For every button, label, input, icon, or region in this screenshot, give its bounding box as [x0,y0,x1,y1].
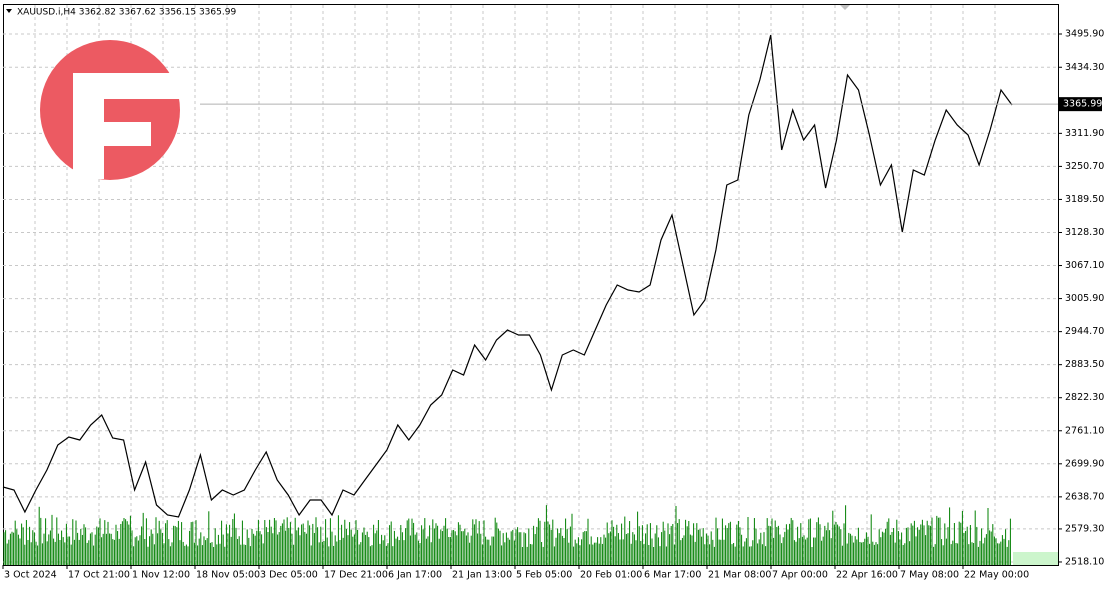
x-tick-label: 17 Dec 21:00 [324,570,388,581]
y-tick-label: 2944.70 [1065,326,1104,337]
y-tick-label: 2638.70 [1065,491,1104,502]
y-tick-label: 3250.70 [1065,161,1104,172]
y-tick-label: 3005.90 [1065,293,1104,304]
header: XAUUSD.i,H4 3362.82 3367.62 3356.15 3365… [17,8,236,18]
x-tick-label: 3 Dec 05:00 [260,570,318,581]
y-tick-label: 2761.10 [1065,425,1104,436]
y-tick-label: 3495.90 [1065,28,1104,39]
y-tick-label: 3067.10 [1065,260,1104,271]
x-tick-label: 18 Nov 05:00 [196,570,260,581]
last-price-box [1059,97,1102,112]
menu-arrow [6,9,12,13]
y-tick-label: 3311.90 [1065,128,1104,139]
x-tick-label: 22 May 00:00 [964,570,1029,581]
y-tick-label: 2699.90 [1065,458,1104,469]
x-tick-label: 7 Apr 00:00 [772,570,828,581]
price-line [2,34,1013,518]
x-tick-label: 5 Feb 05:00 [516,570,572,581]
logo [40,40,180,180]
x-tick-label: 1 Nov 12:00 [132,570,190,581]
x-tick-label: 7 May 08:00 [900,570,959,581]
y-tick-label: 2822.30 [1065,392,1104,403]
y-tick-label: 3434.30 [1065,62,1104,73]
y-tick-label: 3128.30 [1065,227,1104,238]
volume-bars [3,505,1011,565]
y-tick-label: 2883.50 [1065,359,1104,370]
last-price-label: 3365.99 [1063,99,1102,110]
x-tick-label: 6 Mar 17:00 [644,570,701,581]
volume-current [1013,552,1058,565]
x-tick-label: 17 Oct 21:00 [68,570,130,581]
y-tick-label: 3189.50 [1065,194,1104,205]
x-tick-label: 21 Mar 08:00 [708,570,771,581]
y-tick-label: 2579.30 [1065,523,1104,534]
x-tick-label: 22 Apr 16:00 [836,570,898,581]
shift-marker [840,5,850,10]
x-tick-label: 20 Feb 01:00 [580,570,642,581]
x-tick-label: 21 Jan 13:00 [452,570,512,581]
y-tick-label: 2518.10 [1065,556,1104,567]
x-tick-label: 3 Oct 2024 [4,570,57,581]
x-tick-label: 6 Jan 17:00 [388,570,442,581]
